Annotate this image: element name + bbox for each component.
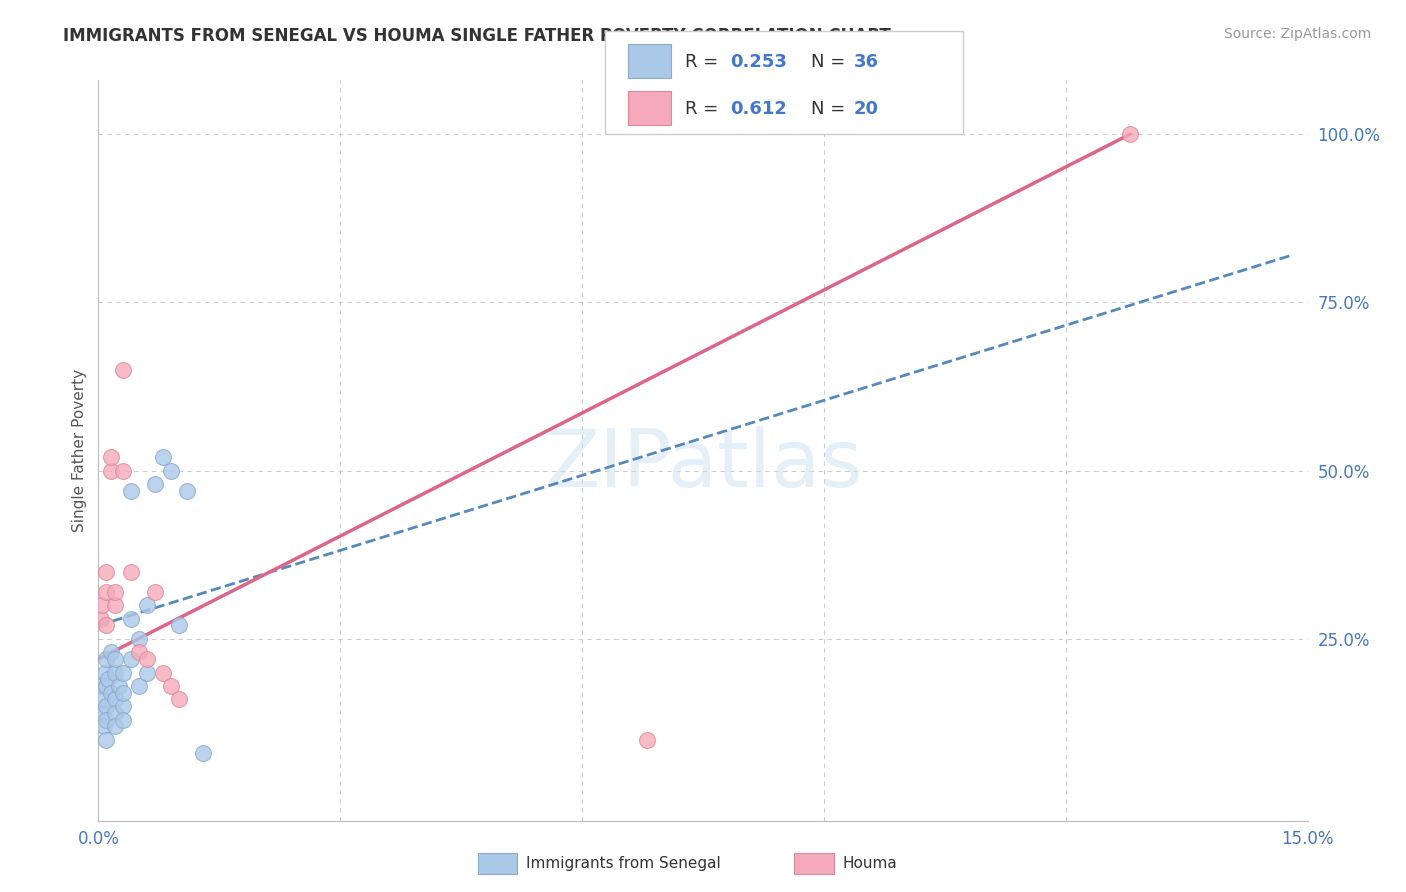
Point	[100, 686, 122, 700]
Text: Houma: Houma	[842, 856, 897, 871]
Text: ZIPatlas: ZIPatlas	[544, 426, 862, 504]
Point	[636, 732, 658, 747]
Text: Immigrants from Senegal: Immigrants from Senegal	[526, 856, 721, 871]
Point	[107, 679, 129, 693]
Point	[96, 584, 118, 599]
Point	[135, 599, 157, 613]
Point	[128, 679, 150, 693]
Point	[135, 665, 157, 680]
Point	[120, 612, 142, 626]
Point	[91, 692, 114, 706]
Point	[100, 464, 122, 478]
Point	[120, 565, 142, 579]
Point	[128, 632, 150, 646]
Point	[1119, 127, 1142, 141]
Point	[193, 747, 215, 761]
Point	[111, 699, 134, 714]
Text: 20: 20	[853, 100, 879, 118]
Point	[91, 599, 114, 613]
Point	[167, 692, 190, 706]
Point	[96, 565, 118, 579]
Point	[96, 713, 118, 727]
Point	[103, 665, 125, 680]
Point	[128, 645, 150, 659]
Point	[103, 652, 125, 666]
Text: R =: R =	[685, 53, 724, 70]
Point	[103, 719, 125, 733]
Point	[111, 713, 134, 727]
Y-axis label: Single Father Poverty: Single Father Poverty	[72, 369, 87, 532]
Point	[160, 679, 183, 693]
Point	[90, 679, 112, 693]
Point	[111, 686, 134, 700]
Point	[96, 679, 118, 693]
Point	[94, 665, 117, 680]
Text: R =: R =	[685, 100, 724, 118]
Point	[96, 699, 118, 714]
Point	[100, 450, 122, 465]
Point	[120, 483, 142, 498]
Point	[90, 612, 112, 626]
Point	[135, 652, 157, 666]
Point	[111, 665, 134, 680]
Text: IMMIGRANTS FROM SENEGAL VS HOUMA SINGLE FATHER POVERTY CORRELATION CHART: IMMIGRANTS FROM SENEGAL VS HOUMA SINGLE …	[63, 27, 891, 45]
Point	[143, 477, 166, 491]
Point	[103, 706, 125, 720]
Text: 0.612: 0.612	[730, 100, 786, 118]
Text: 0.253: 0.253	[730, 53, 786, 70]
Point	[176, 483, 198, 498]
Point	[152, 665, 174, 680]
Point	[120, 652, 142, 666]
Point	[103, 692, 125, 706]
Point	[111, 362, 134, 376]
Point	[143, 584, 166, 599]
Point	[103, 599, 125, 613]
Point	[100, 645, 122, 659]
Point	[96, 618, 118, 632]
Text: N =: N =	[811, 100, 851, 118]
Point	[96, 652, 118, 666]
Point	[96, 732, 118, 747]
Point	[91, 706, 114, 720]
Point	[93, 719, 115, 733]
Text: Source: ZipAtlas.com: Source: ZipAtlas.com	[1223, 27, 1371, 41]
Point	[97, 673, 120, 687]
Point	[160, 464, 183, 478]
Point	[152, 450, 174, 465]
Text: N =: N =	[811, 53, 851, 70]
Point	[167, 618, 190, 632]
Point	[103, 584, 125, 599]
Point	[111, 464, 134, 478]
Text: 36: 36	[853, 53, 879, 70]
